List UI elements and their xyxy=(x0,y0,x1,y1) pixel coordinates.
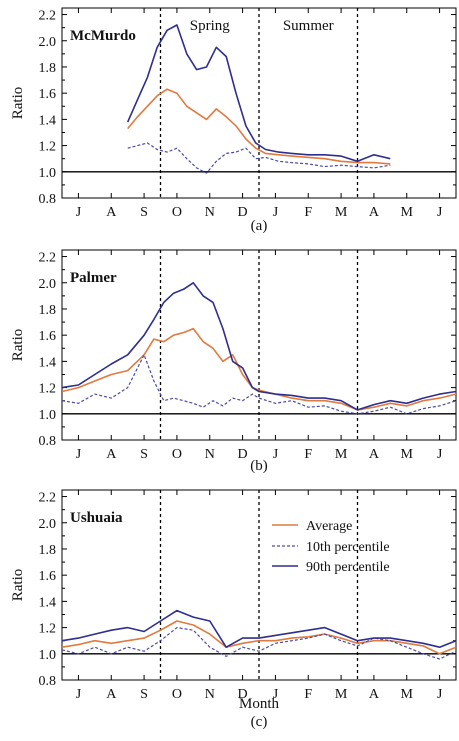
station-name: Palmer xyxy=(70,270,117,286)
series-line-p10 xyxy=(61,626,457,660)
series-line-p90 xyxy=(126,24,391,163)
month-tick-label: M xyxy=(401,447,414,462)
y-tick-label: 0.8 xyxy=(39,674,57,689)
y-tick-label: 1.2 xyxy=(39,382,57,397)
y-tick-label: 1.4 xyxy=(39,595,57,610)
month-tick-label: D xyxy=(238,687,248,702)
y-tick-label: 1.2 xyxy=(39,622,57,637)
y-tick-label: 0.8 xyxy=(39,434,57,449)
y-tick-label: 1.8 xyxy=(39,303,57,318)
month-tick-label: O xyxy=(172,447,182,462)
month-tick-label: J xyxy=(273,205,279,220)
series-line-p10 xyxy=(61,354,457,415)
y-tick-label: 1.6 xyxy=(39,87,57,102)
y-tick-label: 2.2 xyxy=(39,9,57,24)
month-tick-label: F xyxy=(304,447,312,462)
month-tick-label: A xyxy=(369,205,380,220)
month-tick-label: S xyxy=(140,205,148,220)
month-tick-label: M xyxy=(335,205,348,220)
y-tick-label: 2.0 xyxy=(39,277,57,292)
y-tick-label: 2.0 xyxy=(39,35,57,50)
series-line-average xyxy=(127,88,391,165)
y-tick-label: 2.0 xyxy=(39,517,57,532)
month-tick-label: D xyxy=(238,205,248,220)
month-tick-label: J xyxy=(437,205,443,220)
series-line-p90 xyxy=(61,609,457,649)
month-tick-label: J xyxy=(437,447,443,462)
legend-label-p90: 90th percentile xyxy=(306,560,390,575)
y-tick-label: 1.8 xyxy=(39,543,57,558)
month-tick-label: A xyxy=(106,205,117,220)
series-line-p90 xyxy=(61,281,457,411)
month-tick-label: J xyxy=(273,687,279,702)
y-tick-label: 1.2 xyxy=(39,140,57,155)
month-tick-label: S xyxy=(140,447,148,462)
month-tick-label: J xyxy=(437,687,443,702)
season-label-spring: Spring xyxy=(190,18,231,34)
month-tick-label: M xyxy=(335,447,348,462)
month-tick-label: N xyxy=(205,205,215,220)
y-axis-label: Ratio xyxy=(10,87,26,120)
legend-label-p10: 10th percentile xyxy=(306,540,390,555)
y-tick-label: 1.4 xyxy=(39,113,57,128)
y-tick-label: 1.0 xyxy=(39,408,57,423)
y-axis-label: Ratio xyxy=(10,329,26,362)
month-tick-label: J xyxy=(76,687,82,702)
month-tick-label: N xyxy=(205,447,215,462)
panel-label: (b) xyxy=(250,458,268,474)
month-tick-label: A xyxy=(106,687,117,702)
month-tick-label: A xyxy=(369,687,380,702)
month-tick-label: O xyxy=(172,205,182,220)
y-tick-label: 2.2 xyxy=(39,491,57,506)
y-tick-label: 2.2 xyxy=(39,251,57,266)
month-tick-label: J xyxy=(76,447,82,462)
y-tick-label: 1.6 xyxy=(39,329,57,344)
month-tick-label: A xyxy=(106,447,117,462)
panel-label: (a) xyxy=(251,218,268,234)
plot-frame-1 xyxy=(61,249,457,441)
month-tick-label: F xyxy=(304,687,312,702)
month-tick-label: A xyxy=(369,447,380,462)
month-tick-label: M xyxy=(335,687,348,702)
station-name: Ushuaia xyxy=(70,510,123,526)
y-axis-label: Ratio xyxy=(10,569,26,602)
month-tick-label: J xyxy=(273,447,279,462)
month-tick-label: M xyxy=(401,687,414,702)
month-tick-label: S xyxy=(140,687,148,702)
month-tick-label: F xyxy=(304,205,312,220)
y-tick-label: 1.0 xyxy=(39,648,57,663)
month-tick-label: N xyxy=(205,687,215,702)
y-tick-label: 1.0 xyxy=(39,166,57,181)
month-tick-label: M xyxy=(401,205,414,220)
x-axis-label: Month xyxy=(239,696,280,712)
month-tick-label: J xyxy=(76,205,82,220)
legend-label-average: Average xyxy=(306,519,352,534)
series-line-p10 xyxy=(127,142,391,174)
y-tick-label: 1.6 xyxy=(39,569,57,584)
season-label-summer: Summer xyxy=(283,18,334,34)
y-tick-label: 0.8 xyxy=(39,192,57,207)
month-tick-label: O xyxy=(172,687,182,702)
panel-label: (c) xyxy=(251,714,268,730)
month-tick-label: D xyxy=(238,447,248,462)
station-name: McMurdo xyxy=(70,28,136,44)
y-tick-label: 1.4 xyxy=(39,355,57,370)
y-tick-label: 1.8 xyxy=(39,61,57,76)
